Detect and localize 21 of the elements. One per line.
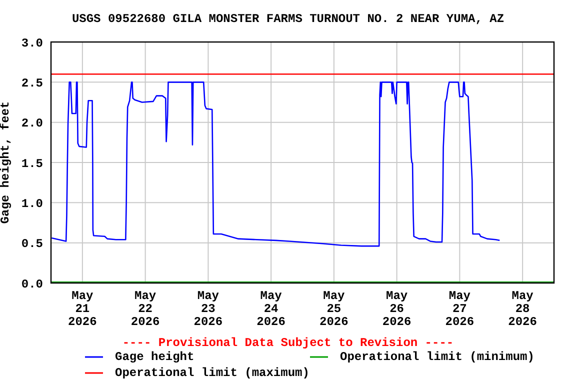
x-tick-label: May 23 2026	[194, 289, 223, 329]
x-tick-label: May 27 2026	[445, 289, 474, 329]
legend-label: Operational limit (minimum)	[340, 350, 534, 364]
x-tick-label: May 25 2026	[320, 289, 348, 329]
y-tick-label: 0.5	[21, 237, 43, 252]
line-series	[51, 82, 500, 247]
x-tick-label: May 24 2026	[256, 289, 286, 329]
y-tick-label: 1.5	[21, 156, 43, 171]
y-tick-label: 3.0	[21, 36, 43, 50]
x-tick-label: May 28 2026	[508, 289, 537, 329]
x-tick-label: May 26 2026	[382, 289, 412, 329]
y-tick-label: 0.0	[21, 277, 43, 292]
y-tick-label: 2.5	[21, 76, 43, 90]
y-tick-label: 1.0	[21, 196, 43, 211]
text: ---- Provisional Data Subject to Revision ----	[121, 336, 455, 350]
legend-label: Operational limit (maximum)	[115, 366, 310, 380]
x-tick-label: May 22 2026	[130, 289, 160, 329]
x-tick-label: May 21 2026	[68, 289, 97, 329]
legend-label: Gage height	[115, 350, 194, 364]
y-tick-label: 2.0	[21, 116, 43, 131]
chart-title: USGS 09522680 GILA MONSTER FARMS TURNOUT NO. 2 NEAR YUMA, AZ	[70, 12, 506, 26]
